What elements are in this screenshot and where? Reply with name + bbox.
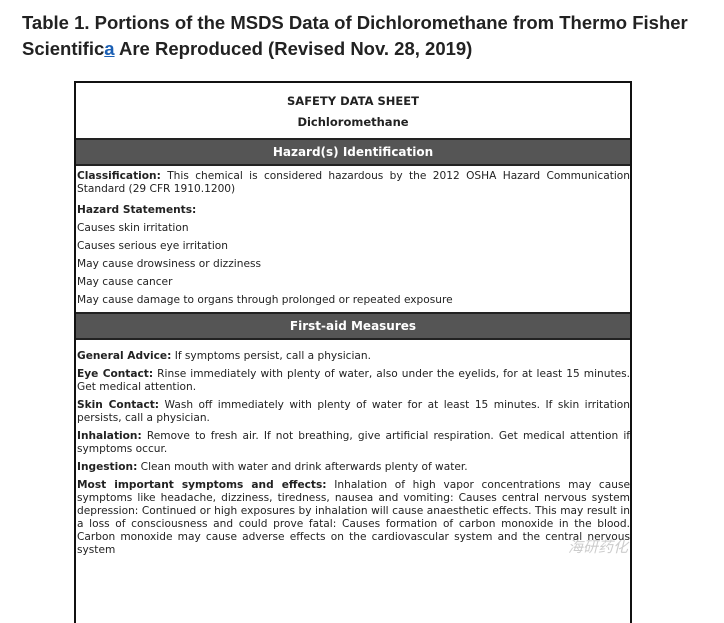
caption-text: Table 1. Portions of the MSDS Data of Di… [22, 12, 688, 59]
item-label: Inhalation: [77, 430, 142, 442]
item-label: Skin Contact: [77, 399, 160, 411]
item-text: If symptoms persist, call a physician. [171, 350, 372, 362]
watermark: 海研药化 [568, 539, 629, 556]
item-text: Wash off immediately with plenty of wate… [77, 399, 630, 424]
table-caption: Table 1. Portions of the MSDS Data of Di… [22, 10, 712, 62]
hazard-statement: Causes skin irritation [77, 222, 189, 234]
first-aid-section: General Advice: If symptoms persist, cal… [76, 340, 630, 557]
classification-label: Classification: [77, 170, 161, 182]
item-label: General Advice: [77, 350, 172, 362]
first-aid-item: Inhalation: Remove to fresh air. If not … [77, 430, 630, 456]
caption-link[interactable]: a [104, 38, 115, 59]
item-text: Clean mouth with water and drink afterwa… [137, 461, 468, 473]
item-text: Remove to fresh air. If not breathing, g… [77, 430, 630, 455]
item-label: Eye Contact: [77, 368, 154, 380]
first-aid-item: General Advice: If symptoms persist, cal… [77, 350, 630, 363]
first-aid-item: Ingestion: Clean mouth with water and dr… [77, 461, 630, 474]
classification-text: This chemical is considered hazardous by… [77, 170, 630, 195]
item-label: Ingestion: [77, 461, 138, 473]
section-header-first-aid: First-aid Measures [76, 312, 630, 340]
caption-text-end: Are Reproduced (Revised Nov. 28, 2019) [114, 38, 473, 59]
first-aid-item: Skin Contact: Wash off immediately with … [77, 399, 630, 425]
classification: Classification: This chemical is conside… [77, 170, 630, 196]
first-aid-item: Eye Contact: Rinse immediately with plen… [77, 368, 630, 394]
section-header-hazards: Hazard(s) Identification [76, 138, 630, 166]
hazard-statement: Causes serious eye irritation [77, 240, 228, 252]
hazard-statement: May cause cancer [77, 276, 173, 288]
sheet-heading: SAFETY DATA SHEET [287, 94, 419, 108]
item-text: Rinse immediately with plenty of water, … [77, 368, 630, 393]
hazards-section: Classification: This chemical is conside… [76, 170, 630, 312]
hazard-statement: May cause drowsiness or dizziness [77, 258, 262, 270]
hazard-statement: May cause damage to organs through prolo… [77, 294, 453, 306]
hazard-statements-label: Hazard Statements: [77, 201, 630, 219]
substance-name: Dichloromethane [297, 115, 409, 129]
item-label: Most important symptoms and effects: [77, 479, 327, 491]
statements-label: Hazard Statements: [77, 204, 197, 216]
item-text: Inhalation of high vapor concentrations … [77, 479, 630, 556]
safety-data-sheet: SAFETY DATA SHEET Dichloromethane Hazard… [74, 81, 632, 623]
first-aid-item: Most important symptoms and effects: Inh… [77, 479, 630, 557]
